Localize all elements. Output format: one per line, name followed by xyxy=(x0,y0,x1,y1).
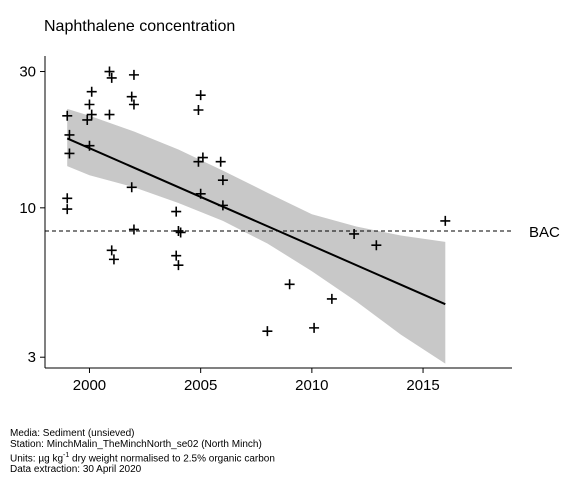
footer-units: Units: µg kg-1 dry weight normalised to … xyxy=(10,450,275,464)
data-point xyxy=(262,326,273,337)
data-point xyxy=(171,250,182,261)
data-point xyxy=(440,215,451,226)
data-point xyxy=(84,99,95,110)
data-point xyxy=(217,175,228,186)
data-point xyxy=(349,228,360,239)
data-point xyxy=(86,86,97,97)
data-point xyxy=(62,193,73,204)
data-point xyxy=(284,279,295,290)
data-point xyxy=(326,293,337,304)
axes-layer: 3 10 30 2000 2005 2010 2015 xyxy=(19,56,512,394)
chart-title: Naphthalene concentration xyxy=(44,18,236,35)
y-tick-label: 3 xyxy=(28,349,36,366)
y-tick-label: 30 xyxy=(19,64,36,81)
y-tick-label: 10 xyxy=(19,200,36,217)
data-point xyxy=(108,254,119,265)
confidence-band-layer xyxy=(67,108,446,364)
data-point xyxy=(215,156,226,167)
trend-line-layer xyxy=(66,137,446,306)
data-point xyxy=(64,129,75,140)
data-point xyxy=(62,204,73,215)
data-point xyxy=(106,72,117,83)
data-point xyxy=(193,105,204,116)
footer-units-sup: -1 xyxy=(63,452,70,459)
data-point xyxy=(128,224,139,235)
data-point xyxy=(195,188,206,199)
chart-canvas: BAC 3 10 30 2000 2005 2010 2015 xyxy=(19,56,560,394)
footer-station: Station: MinchMalin_TheMinchNorth_se02 (… xyxy=(10,439,262,450)
data-point xyxy=(82,114,93,125)
footer-extraction: Data extraction: 30 April 2020 xyxy=(10,464,142,476)
data-point xyxy=(173,225,184,236)
data-point xyxy=(173,260,184,271)
data-point xyxy=(195,90,206,101)
x-tick-label: 2000 xyxy=(73,377,106,394)
data-point xyxy=(128,69,139,80)
data-points-layer xyxy=(62,66,451,337)
x-tick-label: 2010 xyxy=(295,377,328,394)
chart-footer: Media: Sediment (unsieved) Station: Minc… xyxy=(10,428,275,475)
footer-media: Media: Sediment (unsieved) xyxy=(10,428,135,439)
bac-label: BAC xyxy=(529,224,560,241)
data-point xyxy=(106,245,117,256)
data-point xyxy=(309,322,320,333)
data-point xyxy=(171,206,182,217)
data-point xyxy=(86,109,97,120)
x-tick-label: 2005 xyxy=(184,377,217,394)
data-point xyxy=(104,109,115,120)
data-point xyxy=(197,152,208,163)
data-point xyxy=(217,200,228,211)
trend-line xyxy=(66,137,446,306)
data-point xyxy=(175,227,186,238)
footer-units-suffix: dry weight normalised to 2.5% organic ca… xyxy=(69,453,275,465)
data-point xyxy=(126,182,137,193)
footer-units-prefix: Units: µg kg xyxy=(10,453,64,465)
confidence-band xyxy=(67,108,446,364)
data-point xyxy=(104,66,115,77)
data-point xyxy=(62,110,73,121)
data-point xyxy=(128,99,139,110)
data-point xyxy=(84,140,95,151)
data-point xyxy=(126,91,137,102)
data-point xyxy=(64,148,75,159)
data-point xyxy=(193,156,204,167)
data-point xyxy=(371,240,382,251)
x-tick-label: 2015 xyxy=(406,377,439,394)
